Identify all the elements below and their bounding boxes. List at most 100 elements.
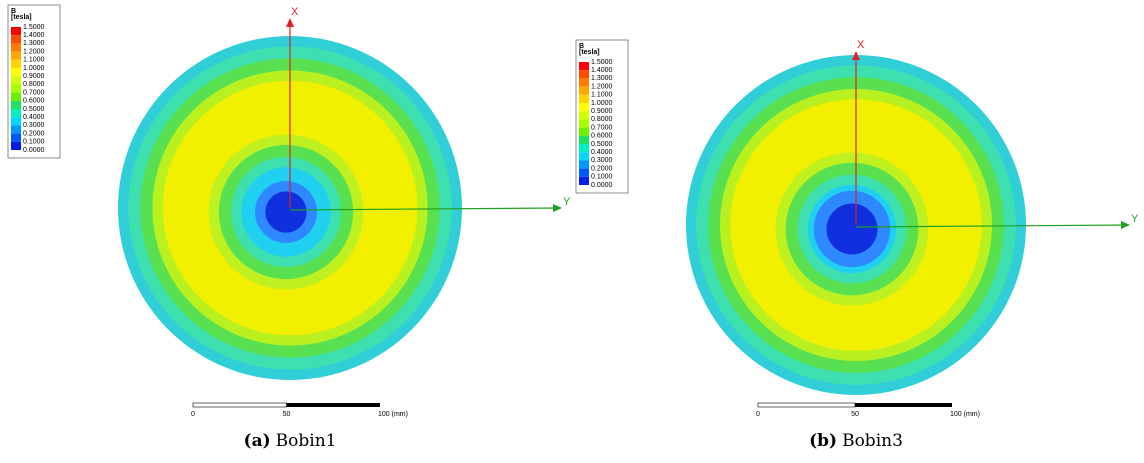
legend-swatch: [11, 100, 21, 109]
legend-level: 1.3000: [591, 75, 613, 82]
scalebar-mid: 50: [283, 411, 291, 418]
scalebar-white: [757, 402, 856, 408]
legend-swatch: [579, 176, 589, 185]
legend-swatch: [579, 127, 589, 136]
legend-level: 0.5000: [23, 106, 45, 113]
legend-swatch: [11, 141, 21, 150]
caption: (b) Bobin3: [809, 431, 903, 451]
legend-swatch: [579, 160, 589, 169]
legend-title: B: [11, 8, 16, 15]
scalebar-black: [286, 403, 380, 407]
legend-swatch: [11, 76, 21, 85]
x-axis-label: X: [857, 39, 865, 51]
legend-level: 0.7000: [23, 89, 45, 96]
legend-swatch: [579, 78, 589, 87]
scalebar-mid: 50: [851, 411, 859, 418]
legend-swatch: [11, 84, 21, 93]
y-axis-label: Y: [563, 196, 571, 208]
field-contour: [826, 203, 878, 255]
legend-swatch: [579, 119, 589, 128]
y-axis: [855, 224, 1130, 228]
scalebar-black: [855, 403, 952, 407]
legend-swatch: [11, 92, 21, 101]
legend-swatch: [579, 103, 589, 112]
legend-level: 0.2000: [23, 130, 45, 137]
legend-level: 1.4000: [591, 67, 613, 74]
legend-level: 0.9000: [23, 73, 45, 80]
legend-swatch: [11, 27, 21, 36]
legend-level: 1.1000: [591, 92, 613, 99]
y-axis: [289, 207, 562, 211]
legend-unit: [tesla]: [579, 49, 600, 56]
legend-swatch: [11, 35, 21, 44]
legend-level: 1.5000: [23, 24, 45, 31]
legend-swatch: [11, 109, 21, 118]
x-arrow: [852, 51, 860, 60]
legend-swatch: [579, 62, 589, 71]
legend-unit: [tesla]: [11, 14, 32, 21]
legend-level: 0.2000: [591, 165, 613, 172]
legend-level: 0.1000: [23, 139, 45, 146]
legend-swatch: [579, 111, 589, 120]
scalebar-start: 0: [191, 411, 195, 418]
legend-swatch: [11, 133, 21, 142]
scalebar-end: 100 (mm): [378, 411, 408, 418]
legend-level: 0.1000: [591, 174, 613, 181]
legend-level: 0.7000: [591, 124, 613, 131]
scalebar-white: [192, 402, 287, 408]
legend-level: 0.4000: [23, 114, 45, 121]
legend-level: 0.3000: [23, 122, 45, 129]
legend-level: 0.8000: [591, 116, 613, 123]
legend-level: 0.6000: [23, 98, 45, 105]
caption: (a) Bobin1: [244, 431, 337, 451]
caption-text: Bobin1: [276, 431, 337, 451]
legend-level: 1.4000: [23, 32, 45, 39]
legend-level: 0.3000: [591, 157, 613, 164]
legend-level: 0.0000: [591, 182, 613, 189]
scalebar-end: 100 (mm): [950, 411, 980, 418]
legend-level: 0.6000: [591, 133, 613, 140]
legend-level: 0.8000: [23, 81, 45, 88]
legend-level: 0.0000: [23, 147, 45, 154]
x-axis-label: X: [291, 6, 299, 18]
scalebar-start: 0: [756, 411, 760, 418]
legend-level: 0.9000: [591, 108, 613, 115]
legend-level: 1.2000: [23, 48, 45, 55]
y-arrow: [1121, 221, 1130, 229]
field-contour: [265, 191, 307, 233]
legend-level: 0.4000: [591, 149, 613, 156]
legend-swatch: [579, 94, 589, 103]
legend-level: 1.3000: [23, 40, 45, 47]
legend-swatch: [11, 125, 21, 134]
legend-swatch: [579, 135, 589, 144]
y-arrow: [553, 204, 562, 212]
legend-title: B: [579, 43, 584, 50]
legend-swatch: [579, 70, 589, 79]
legend-swatch: [11, 59, 21, 68]
legend-level: 1.1000: [23, 57, 45, 64]
legend-level: 1.0000: [591, 100, 613, 107]
legend-swatch: [11, 43, 21, 52]
legend-swatch: [11, 117, 21, 126]
y-axis-label: Y: [1131, 213, 1139, 225]
caption-label: (b): [809, 431, 837, 451]
legend-swatch: [579, 152, 589, 161]
legend-swatch: [579, 168, 589, 177]
legend-level: 1.0000: [23, 65, 45, 72]
legend-swatch: [11, 51, 21, 60]
legend-level: 0.5000: [591, 141, 613, 148]
legend-level: 1.2000: [591, 83, 613, 90]
legend-swatch: [579, 144, 589, 153]
legend-swatch: [579, 86, 589, 95]
x-arrow: [286, 18, 294, 27]
legend-level: 1.5000: [591, 59, 613, 66]
caption-label: (a): [244, 431, 271, 451]
legend-swatch: [11, 68, 21, 77]
caption-text: Bobin3: [842, 431, 903, 451]
